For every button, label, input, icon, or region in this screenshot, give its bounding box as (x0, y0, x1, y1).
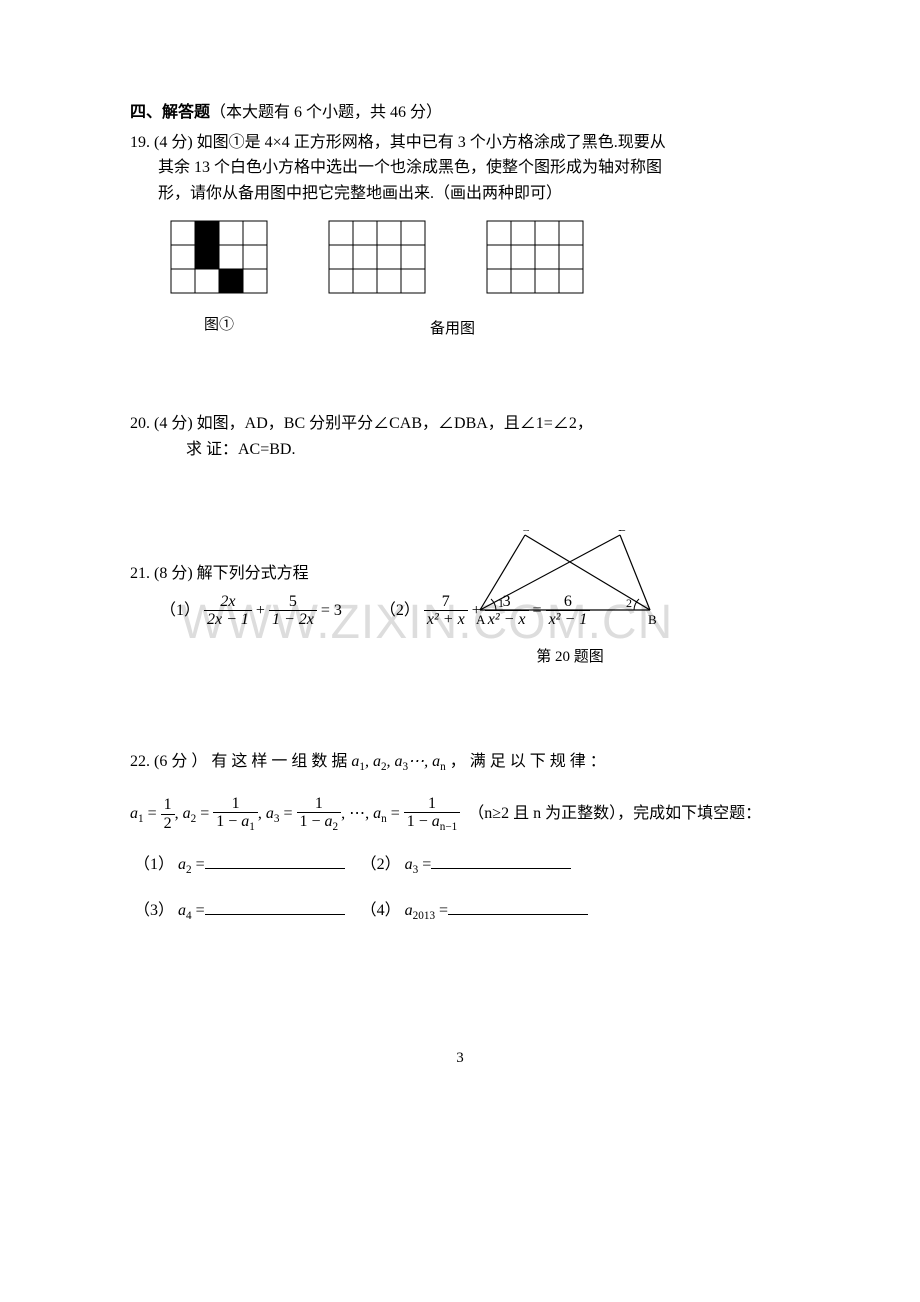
q20-figure: A B C D 1 2 第 20 题图 (470, 530, 670, 669)
q22-blank-3[interactable] (205, 898, 345, 915)
q21-p2-f1d: x² + x (424, 611, 468, 629)
geometry-icon: A B C D 1 2 (470, 530, 670, 630)
svg-text:D: D (618, 530, 627, 534)
q22-score: (6 分 ） (154, 753, 207, 770)
q20-score: (4 分) (154, 415, 193, 432)
svg-text:A: A (476, 612, 486, 627)
section-title-bold: 四、解答题 (130, 104, 210, 121)
section-header: 四、解答题（本大题有 6 个小题，共 46 分） (130, 100, 790, 126)
q22-b1-label: （1） (134, 856, 174, 873)
q20-num: 20. (130, 415, 150, 432)
q21-p1-eq: = 3 (321, 601, 342, 618)
grid-spare1-icon (328, 220, 426, 294)
q22-b4-label: （4） (361, 902, 401, 919)
q21-p1-f1n: 2x (204, 593, 252, 612)
q21-p1-label: （1） (160, 601, 200, 618)
page-number: 3 (130, 1046, 790, 1070)
q22-blank-2[interactable] (431, 852, 571, 869)
question-20: 20. (4 分) 如图，AD，BC 分别平分∠CAB，∠DBA，且∠1=∠2，… (130, 411, 790, 462)
q21-p1-plus: + (256, 601, 265, 618)
q22-blanks-row2: （3） a4 = （4） a2013 = (134, 898, 790, 926)
q22-intro-post: ， 满 足 以 下 规 律 ： (450, 753, 606, 770)
q19-line2: 其余 13 个白色小方格中选出一个也涂成黑色，使整个图形成为轴对称图 (130, 155, 790, 181)
q20-text1: 如图，AD，BC 分别平分∠CAB，∠DBA，且∠1=∠2， (197, 415, 593, 432)
q20-text2: 求 证：AC=BD. (130, 437, 790, 463)
q21-p1-f2d: 1 − 2x (269, 611, 317, 629)
q22-a1n: 1 (161, 796, 175, 815)
q21-title: 解下列分式方程 (197, 565, 309, 582)
q19-score: (4 分) (154, 134, 193, 151)
q22-ann: 1 (404, 795, 461, 814)
svg-text:B: B (648, 612, 657, 627)
grid-main-icon (170, 220, 268, 294)
q22-a2n: 1 (213, 795, 258, 814)
q22-blank-4[interactable] (448, 898, 588, 915)
q22-blank-1[interactable] (205, 852, 345, 869)
q22-intro-pre: 有 这 样 一 组 数 据 (211, 753, 351, 770)
q22-blanks-row1: （1） a2 = （2） a3 = (134, 852, 790, 880)
q21-equations: （1） 2x2x − 1 + 51 − 2x = 3 （2） 7x² + x +… (130, 593, 790, 629)
q22-formula: a1 = 12, a2 = 11 − a1, a3 = 11 − a2, ⋯, … (130, 795, 790, 834)
q19-line3: 形，请你从备用图中把它完整地画出来.（画出两种即可） (130, 181, 790, 207)
question-19: 19. (4 分) 如图①是 4×4 正方形网格，其中已有 3 个小方格涂成了黑… (130, 130, 790, 207)
q21-p2-f1n: 7 (424, 593, 468, 612)
question-21: 21. (8 分) 解下列分式方程 (130, 561, 790, 587)
svg-text:C: C (521, 530, 530, 534)
svg-text:2: 2 (626, 596, 632, 610)
q19-line1: 如图①是 4×4 正方形网格，其中已有 3 个小方格涂成了黑色.现要从 (197, 134, 666, 151)
q21-score: (8 分) (154, 565, 193, 582)
q19-num: 19. (130, 134, 150, 151)
svg-text:1: 1 (498, 596, 504, 610)
grid-spare2-icon (486, 220, 584, 294)
section-title-rest: （本大题有 6 个小题，共 46 分） (210, 104, 442, 121)
q22-a3n: 1 (297, 795, 342, 814)
q22-tail: （n≥2 且 n 为正整数），完成如下填空题： (468, 805, 761, 822)
question-22: 22. (6 分 ） 有 这 样 一 组 数 据 a1, a2, a3⋯, an… (130, 749, 790, 777)
q22-a1d: 2 (161, 815, 175, 833)
q21-p1-f1d: 2x − 1 (204, 611, 252, 629)
q22-b3-label: （3） (134, 902, 174, 919)
q19-label-spare: 备用图 (430, 317, 790, 341)
q20-caption: 第 20 题图 (470, 645, 670, 669)
q21-p1-f2n: 5 (269, 593, 317, 612)
q19-label-main: 图① (170, 313, 268, 337)
q21-p2-label: （2） (380, 601, 420, 618)
q22-b2-label: （2） (361, 856, 401, 873)
q22-num: 22. (130, 753, 150, 770)
q21-num: 21. (130, 565, 150, 582)
